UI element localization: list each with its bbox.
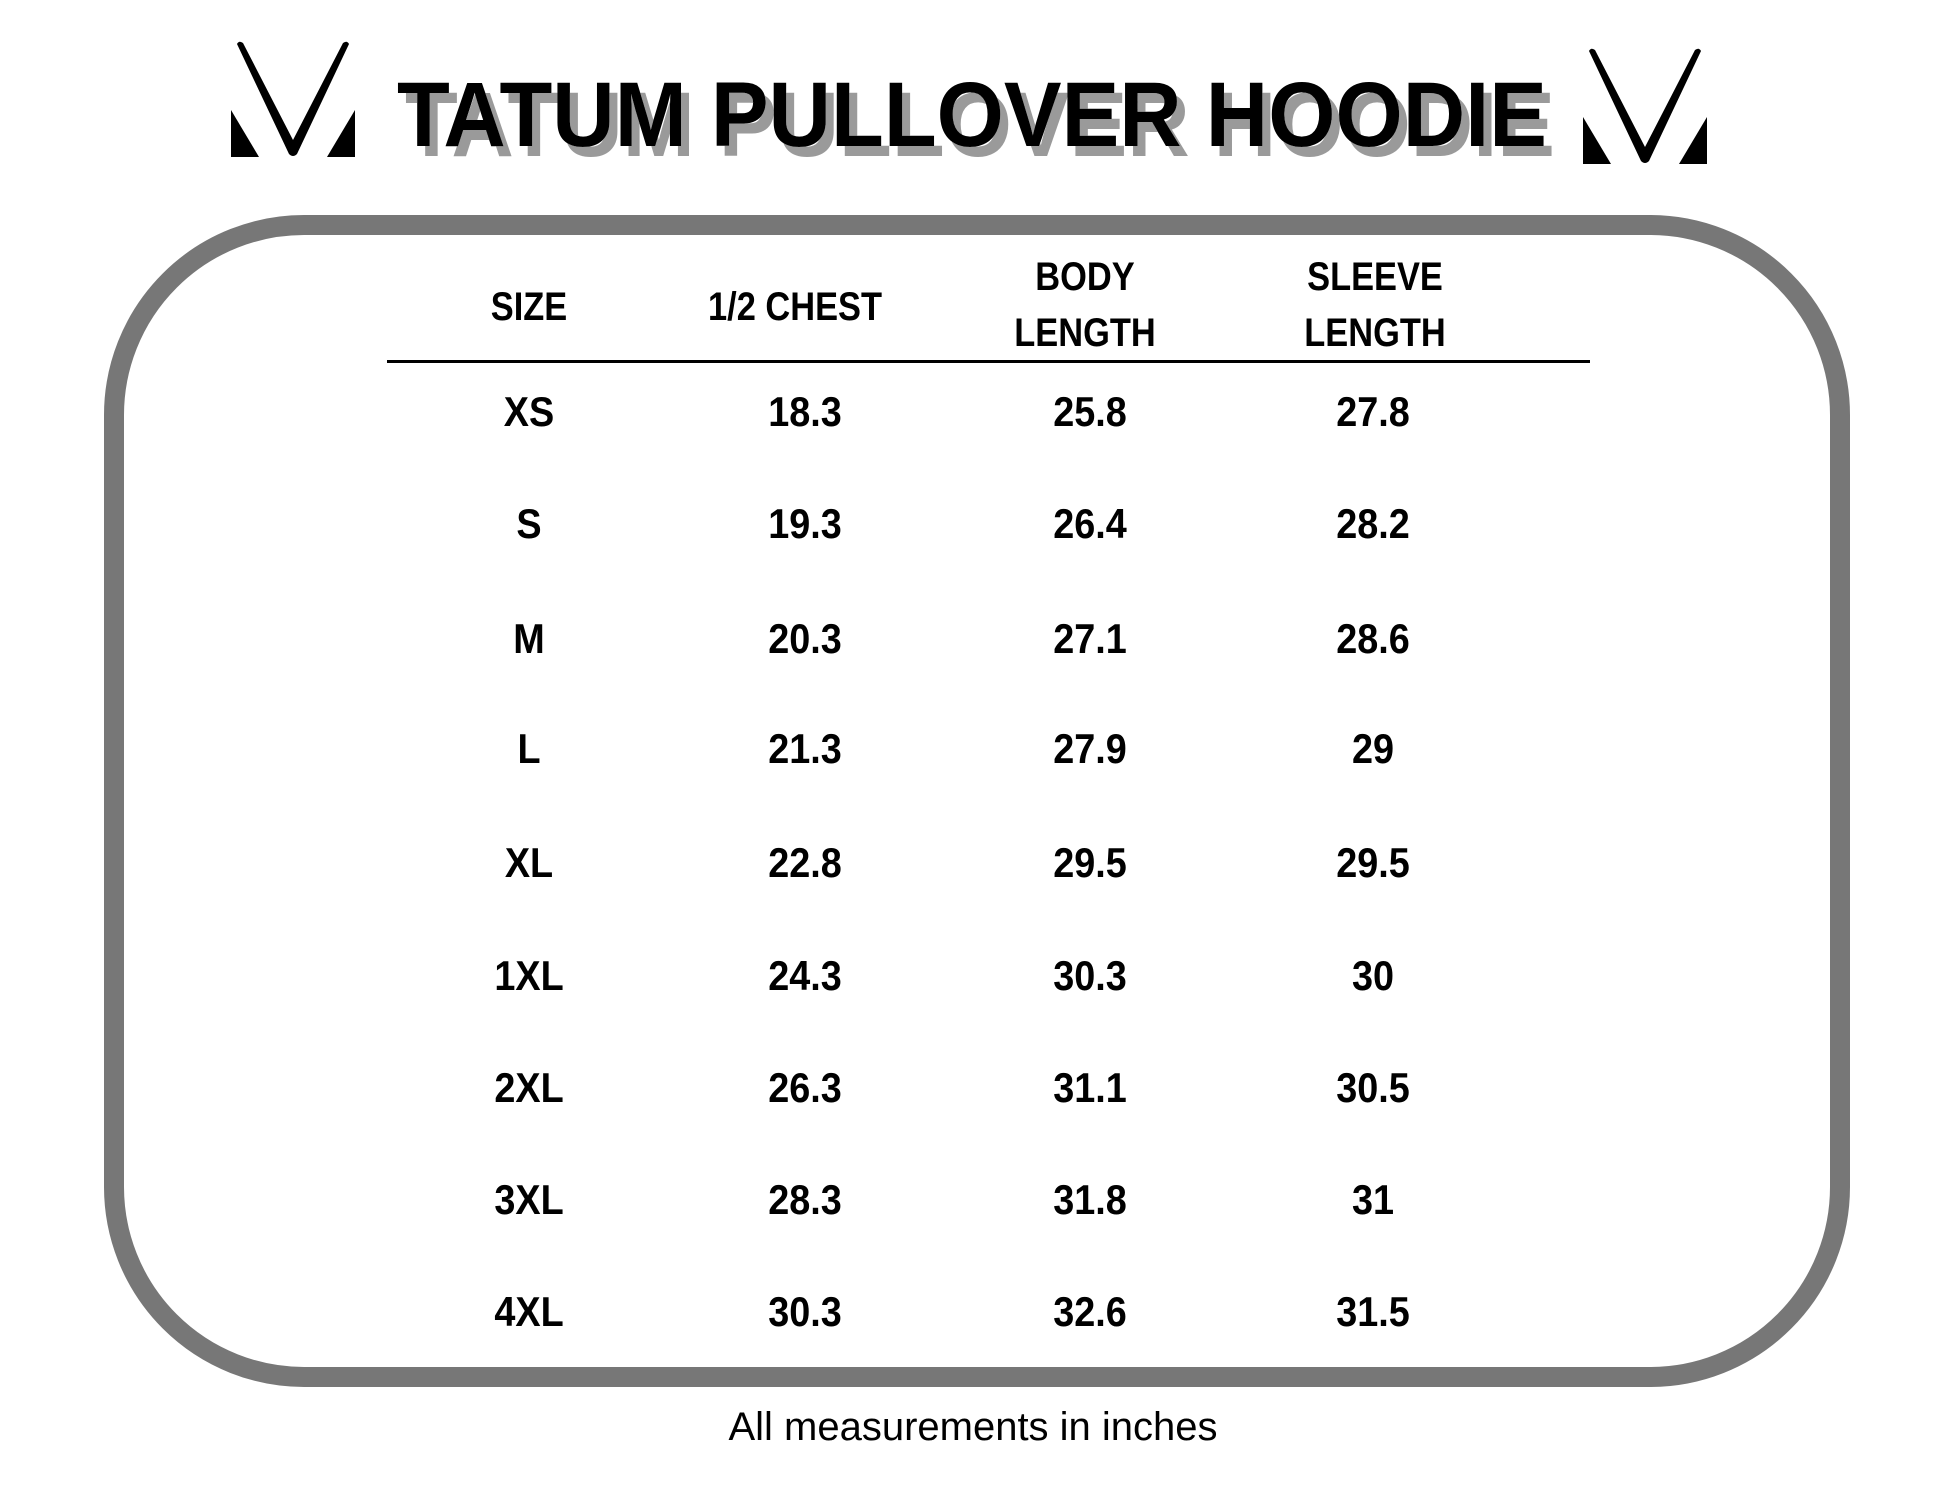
cell-sleeve-length: 30 — [1351, 952, 1395, 999]
cell-sleeve-length: 28.6 — [1336, 615, 1410, 662]
cell-body-length: 31.8 — [1053, 1176, 1127, 1223]
cell-half-chest: 28.3 — [768, 1176, 842, 1223]
cell-size: 4XL — [494, 1288, 564, 1335]
cell-body-length: 29.5 — [1053, 839, 1127, 886]
header-body-length-line1: BODY — [1035, 255, 1135, 299]
cell-sleeve-length: 30.5 — [1336, 1064, 1410, 1111]
cell-half-chest: 24.3 — [768, 952, 842, 999]
cell-half-chest: 20.3 — [768, 615, 842, 662]
cell-half-chest: 30.3 — [768, 1288, 842, 1335]
header-sleeve-length-line2: LENGTH — [1304, 311, 1446, 355]
header-divider — [387, 360, 1590, 363]
header-half-chest: 1/2 CHEST — [708, 285, 882, 329]
header-sleeve-length-line1: SLEEVE — [1307, 255, 1443, 299]
cell-size: 1XL — [494, 952, 564, 999]
cell-size: 2XL — [494, 1064, 564, 1111]
cell-body-length: 32.6 — [1053, 1288, 1127, 1335]
cell-body-length: 30.3 — [1053, 952, 1127, 999]
cell-body-length: 31.1 — [1053, 1064, 1127, 1111]
page-title: TATUM PULLOVER HOODIE — [397, 64, 1547, 166]
header-body-length: BODY LENGTH — [1014, 249, 1155, 361]
cell-size: 3XL — [494, 1176, 564, 1223]
cell-half-chest: 19.3 — [768, 500, 842, 547]
cell-sleeve-length: 29 — [1351, 725, 1395, 772]
cell-half-chest: 18.3 — [768, 388, 842, 435]
cell-sleeve-length: 29.5 — [1336, 839, 1410, 886]
cell-half-chest: 21.3 — [768, 725, 842, 772]
cell-sleeve-length: 28.2 — [1336, 500, 1410, 547]
cell-size: L — [517, 725, 541, 772]
cell-half-chest: 26.3 — [768, 1064, 842, 1111]
cell-body-length: 25.8 — [1053, 388, 1127, 435]
cell-body-length: 27.9 — [1053, 725, 1127, 772]
footer-note: All measurements in inches — [728, 1405, 1218, 1449]
cell-sleeve-length: 27.8 — [1336, 388, 1410, 435]
page-title-text: TATUM PULLOVER HOODIE — [397, 64, 1547, 166]
cell-sleeve-length: 31 — [1351, 1176, 1395, 1223]
cell-body-length: 27.1 — [1053, 615, 1127, 662]
logo-left-icon — [231, 41, 355, 157]
header-sleeve-length: SLEEVE LENGTH — [1304, 249, 1445, 361]
size-chart-frame — [104, 215, 1850, 1387]
cell-half-chest: 22.8 — [768, 839, 842, 886]
cell-size: XL — [504, 839, 554, 886]
cell-body-length: 26.4 — [1053, 500, 1127, 547]
cell-size: S — [516, 500, 542, 547]
cell-size: M — [513, 615, 545, 662]
cell-size: XS — [503, 388, 555, 435]
header-size: SIZE — [490, 285, 568, 329]
cell-sleeve-length: 31.5 — [1336, 1288, 1410, 1335]
header-body-length-line2: LENGTH — [1014, 311, 1156, 355]
logo-right-icon — [1583, 48, 1707, 164]
